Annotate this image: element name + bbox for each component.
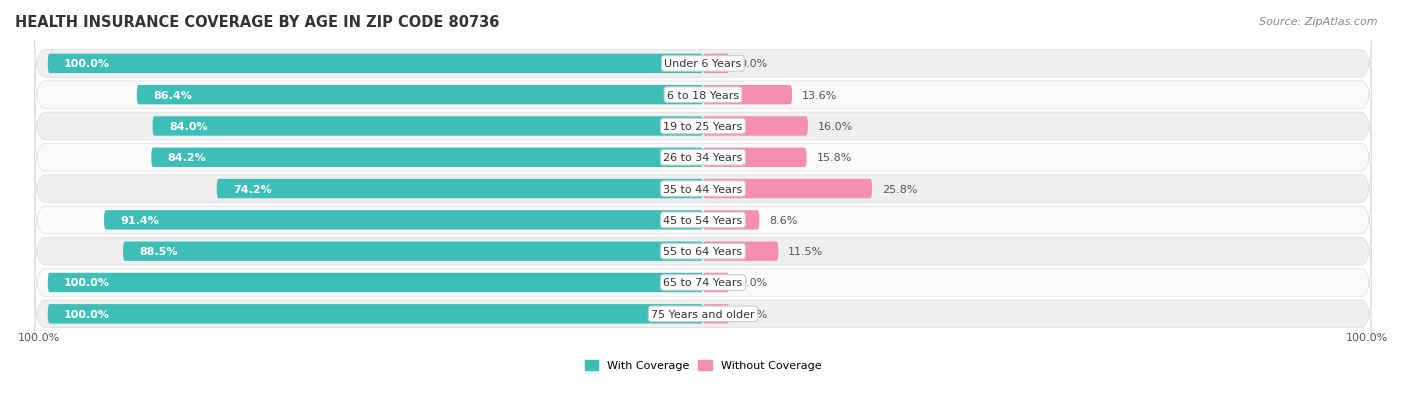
FancyBboxPatch shape bbox=[153, 117, 703, 136]
FancyBboxPatch shape bbox=[124, 242, 703, 261]
Text: HEALTH INSURANCE COVERAGE BY AGE IN ZIP CODE 80736: HEALTH INSURANCE COVERAGE BY AGE IN ZIP … bbox=[15, 15, 499, 30]
FancyBboxPatch shape bbox=[48, 304, 703, 324]
Text: 55 to 64 Years: 55 to 64 Years bbox=[664, 247, 742, 256]
Text: 100.0%: 100.0% bbox=[65, 59, 110, 69]
FancyBboxPatch shape bbox=[35, 62, 1371, 128]
Text: 65 to 74 Years: 65 to 74 Years bbox=[664, 278, 742, 288]
FancyBboxPatch shape bbox=[35, 218, 1371, 285]
FancyBboxPatch shape bbox=[217, 179, 703, 199]
FancyBboxPatch shape bbox=[35, 156, 1371, 222]
Text: 25.8%: 25.8% bbox=[882, 184, 917, 194]
FancyBboxPatch shape bbox=[48, 273, 703, 292]
Text: Source: ZipAtlas.com: Source: ZipAtlas.com bbox=[1260, 17, 1378, 26]
FancyBboxPatch shape bbox=[703, 117, 808, 136]
FancyBboxPatch shape bbox=[35, 250, 1371, 316]
Text: 0.0%: 0.0% bbox=[740, 59, 768, 69]
Text: 75 Years and older: 75 Years and older bbox=[651, 309, 755, 319]
FancyBboxPatch shape bbox=[35, 281, 1371, 347]
Text: 100.0%: 100.0% bbox=[65, 278, 110, 288]
Text: 35 to 44 Years: 35 to 44 Years bbox=[664, 184, 742, 194]
Text: 88.5%: 88.5% bbox=[139, 247, 179, 256]
Text: 19 to 25 Years: 19 to 25 Years bbox=[664, 122, 742, 132]
Text: 0.0%: 0.0% bbox=[740, 309, 768, 319]
FancyBboxPatch shape bbox=[703, 148, 807, 168]
Text: 0.0%: 0.0% bbox=[740, 278, 768, 288]
FancyBboxPatch shape bbox=[35, 94, 1371, 160]
Text: 15.8%: 15.8% bbox=[817, 153, 852, 163]
FancyBboxPatch shape bbox=[703, 55, 730, 74]
Text: 45 to 54 Years: 45 to 54 Years bbox=[664, 215, 742, 225]
Text: 84.2%: 84.2% bbox=[167, 153, 207, 163]
Text: 26 to 34 Years: 26 to 34 Years bbox=[664, 153, 742, 163]
Text: 6 to 18 Years: 6 to 18 Years bbox=[666, 90, 740, 100]
Text: 86.4%: 86.4% bbox=[153, 90, 193, 100]
FancyBboxPatch shape bbox=[703, 273, 730, 292]
FancyBboxPatch shape bbox=[703, 179, 872, 199]
FancyBboxPatch shape bbox=[35, 31, 1371, 97]
FancyBboxPatch shape bbox=[35, 125, 1371, 191]
Text: 13.6%: 13.6% bbox=[801, 90, 837, 100]
FancyBboxPatch shape bbox=[703, 242, 779, 261]
Text: 91.4%: 91.4% bbox=[121, 215, 159, 225]
Text: 74.2%: 74.2% bbox=[233, 184, 271, 194]
FancyBboxPatch shape bbox=[35, 187, 1371, 254]
Text: 11.5%: 11.5% bbox=[789, 247, 824, 256]
FancyBboxPatch shape bbox=[104, 211, 703, 230]
FancyBboxPatch shape bbox=[152, 148, 703, 168]
Text: 8.6%: 8.6% bbox=[769, 215, 797, 225]
FancyBboxPatch shape bbox=[48, 55, 703, 74]
Legend: With Coverage, Without Coverage: With Coverage, Without Coverage bbox=[585, 360, 821, 370]
FancyBboxPatch shape bbox=[703, 86, 792, 105]
Text: 100.0%: 100.0% bbox=[1346, 332, 1388, 342]
Text: 16.0%: 16.0% bbox=[818, 122, 853, 132]
Text: Under 6 Years: Under 6 Years bbox=[665, 59, 741, 69]
Text: 100.0%: 100.0% bbox=[18, 332, 60, 342]
FancyBboxPatch shape bbox=[703, 304, 730, 324]
FancyBboxPatch shape bbox=[703, 211, 759, 230]
Text: 84.0%: 84.0% bbox=[169, 122, 208, 132]
FancyBboxPatch shape bbox=[136, 86, 703, 105]
Text: 100.0%: 100.0% bbox=[65, 309, 110, 319]
